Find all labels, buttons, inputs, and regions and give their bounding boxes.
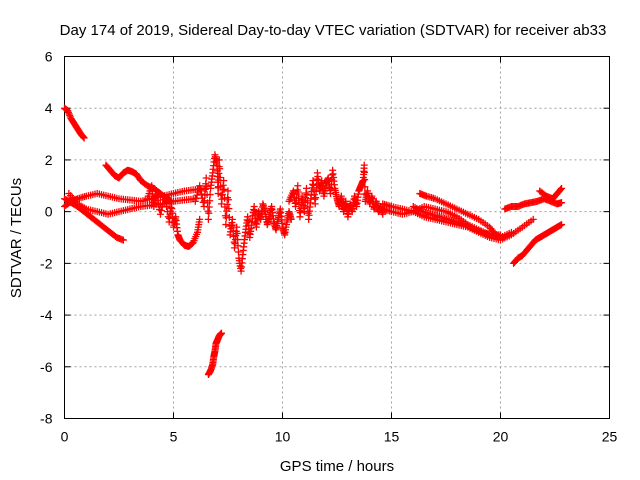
x-axis-label: GPS time / hours [280,458,394,475]
data-point [220,185,228,193]
data-point [119,236,127,244]
data-point [361,183,369,191]
y-tick-label: -8 [40,411,53,427]
data-point [361,176,369,184]
data-point [157,207,165,215]
x-tick-label: 15 [384,429,400,445]
data-point [225,205,233,213]
data-point [311,200,319,208]
data-point [202,174,210,182]
data-point [64,107,72,115]
data-point [153,192,161,200]
data-point [287,215,295,223]
y-tick-label: 6 [45,49,53,65]
data-point [557,185,565,193]
data-point [193,191,201,199]
data-point [65,110,73,118]
data-point [80,134,88,142]
y-tick-label: 0 [45,204,53,220]
data-point [66,111,74,119]
data-point [558,199,566,207]
y-tick-label: 2 [45,152,53,168]
data-point [205,203,213,211]
data-point [223,200,231,208]
data-point [79,132,87,140]
data-point [222,221,230,229]
series-s15 [536,184,566,203]
y-tick-label: 4 [45,100,53,116]
plot-frame [64,56,610,419]
grid-lines [64,56,610,419]
data-point [192,194,200,202]
data-point [224,187,232,195]
data-point [152,187,160,195]
data-point [204,215,212,223]
data-point [215,169,223,177]
axis-ticks [64,56,610,419]
data-point [162,197,170,205]
data-point [312,194,320,202]
data-point [79,133,87,141]
data-point [529,215,537,223]
data-point [156,210,164,218]
data-point [206,197,214,205]
x-tick-label: 10 [275,429,291,445]
data-point [558,221,566,229]
data-point [360,161,368,169]
series-s16 [510,221,566,267]
series-s5 [102,161,175,205]
data-point [64,108,72,116]
y-tick-label: -4 [40,307,53,323]
data-point [154,196,162,204]
data-point [233,223,241,231]
series-s8 [204,329,225,379]
data-point [196,182,204,190]
data-point [215,156,223,164]
series-s1 [61,104,88,142]
data-point [163,202,171,210]
series-s3 [61,184,210,210]
x-tick-label: 25 [602,429,618,445]
data-point [233,229,241,237]
x-tick-label: 20 [493,429,509,445]
data-point [216,165,224,173]
data-point [206,191,214,199]
data-point [234,242,242,250]
data-point [161,192,169,200]
y-tick-label: -6 [40,359,53,375]
data-point [294,182,302,190]
data-point [196,215,204,223]
series-s7 [191,151,295,275]
data-point [203,182,211,190]
data-point [220,177,228,185]
series-s9 [285,161,387,223]
y-axis-label: SDTVAR / TECUs [8,178,25,298]
data-point [224,196,232,204]
data-point [234,236,242,244]
series-s13 [416,190,504,241]
data-point [191,197,199,205]
y-tick-label: -2 [40,255,53,271]
data-point [234,248,242,256]
x-tick-label: 5 [170,429,178,445]
data-point [497,234,504,241]
chart-title: Day 174 of 2019, Sidereal Day-to-day VTE… [60,22,607,39]
data-point [360,168,368,176]
x-tick-label: 0 [61,429,69,445]
data-point [558,184,566,192]
series-s12 [409,202,504,239]
series-s6 [143,182,204,251]
data-point [294,188,302,196]
data-point [217,329,225,337]
data-points [61,104,566,379]
data-point [216,174,224,182]
data-point [507,228,515,236]
data-point [205,209,213,217]
